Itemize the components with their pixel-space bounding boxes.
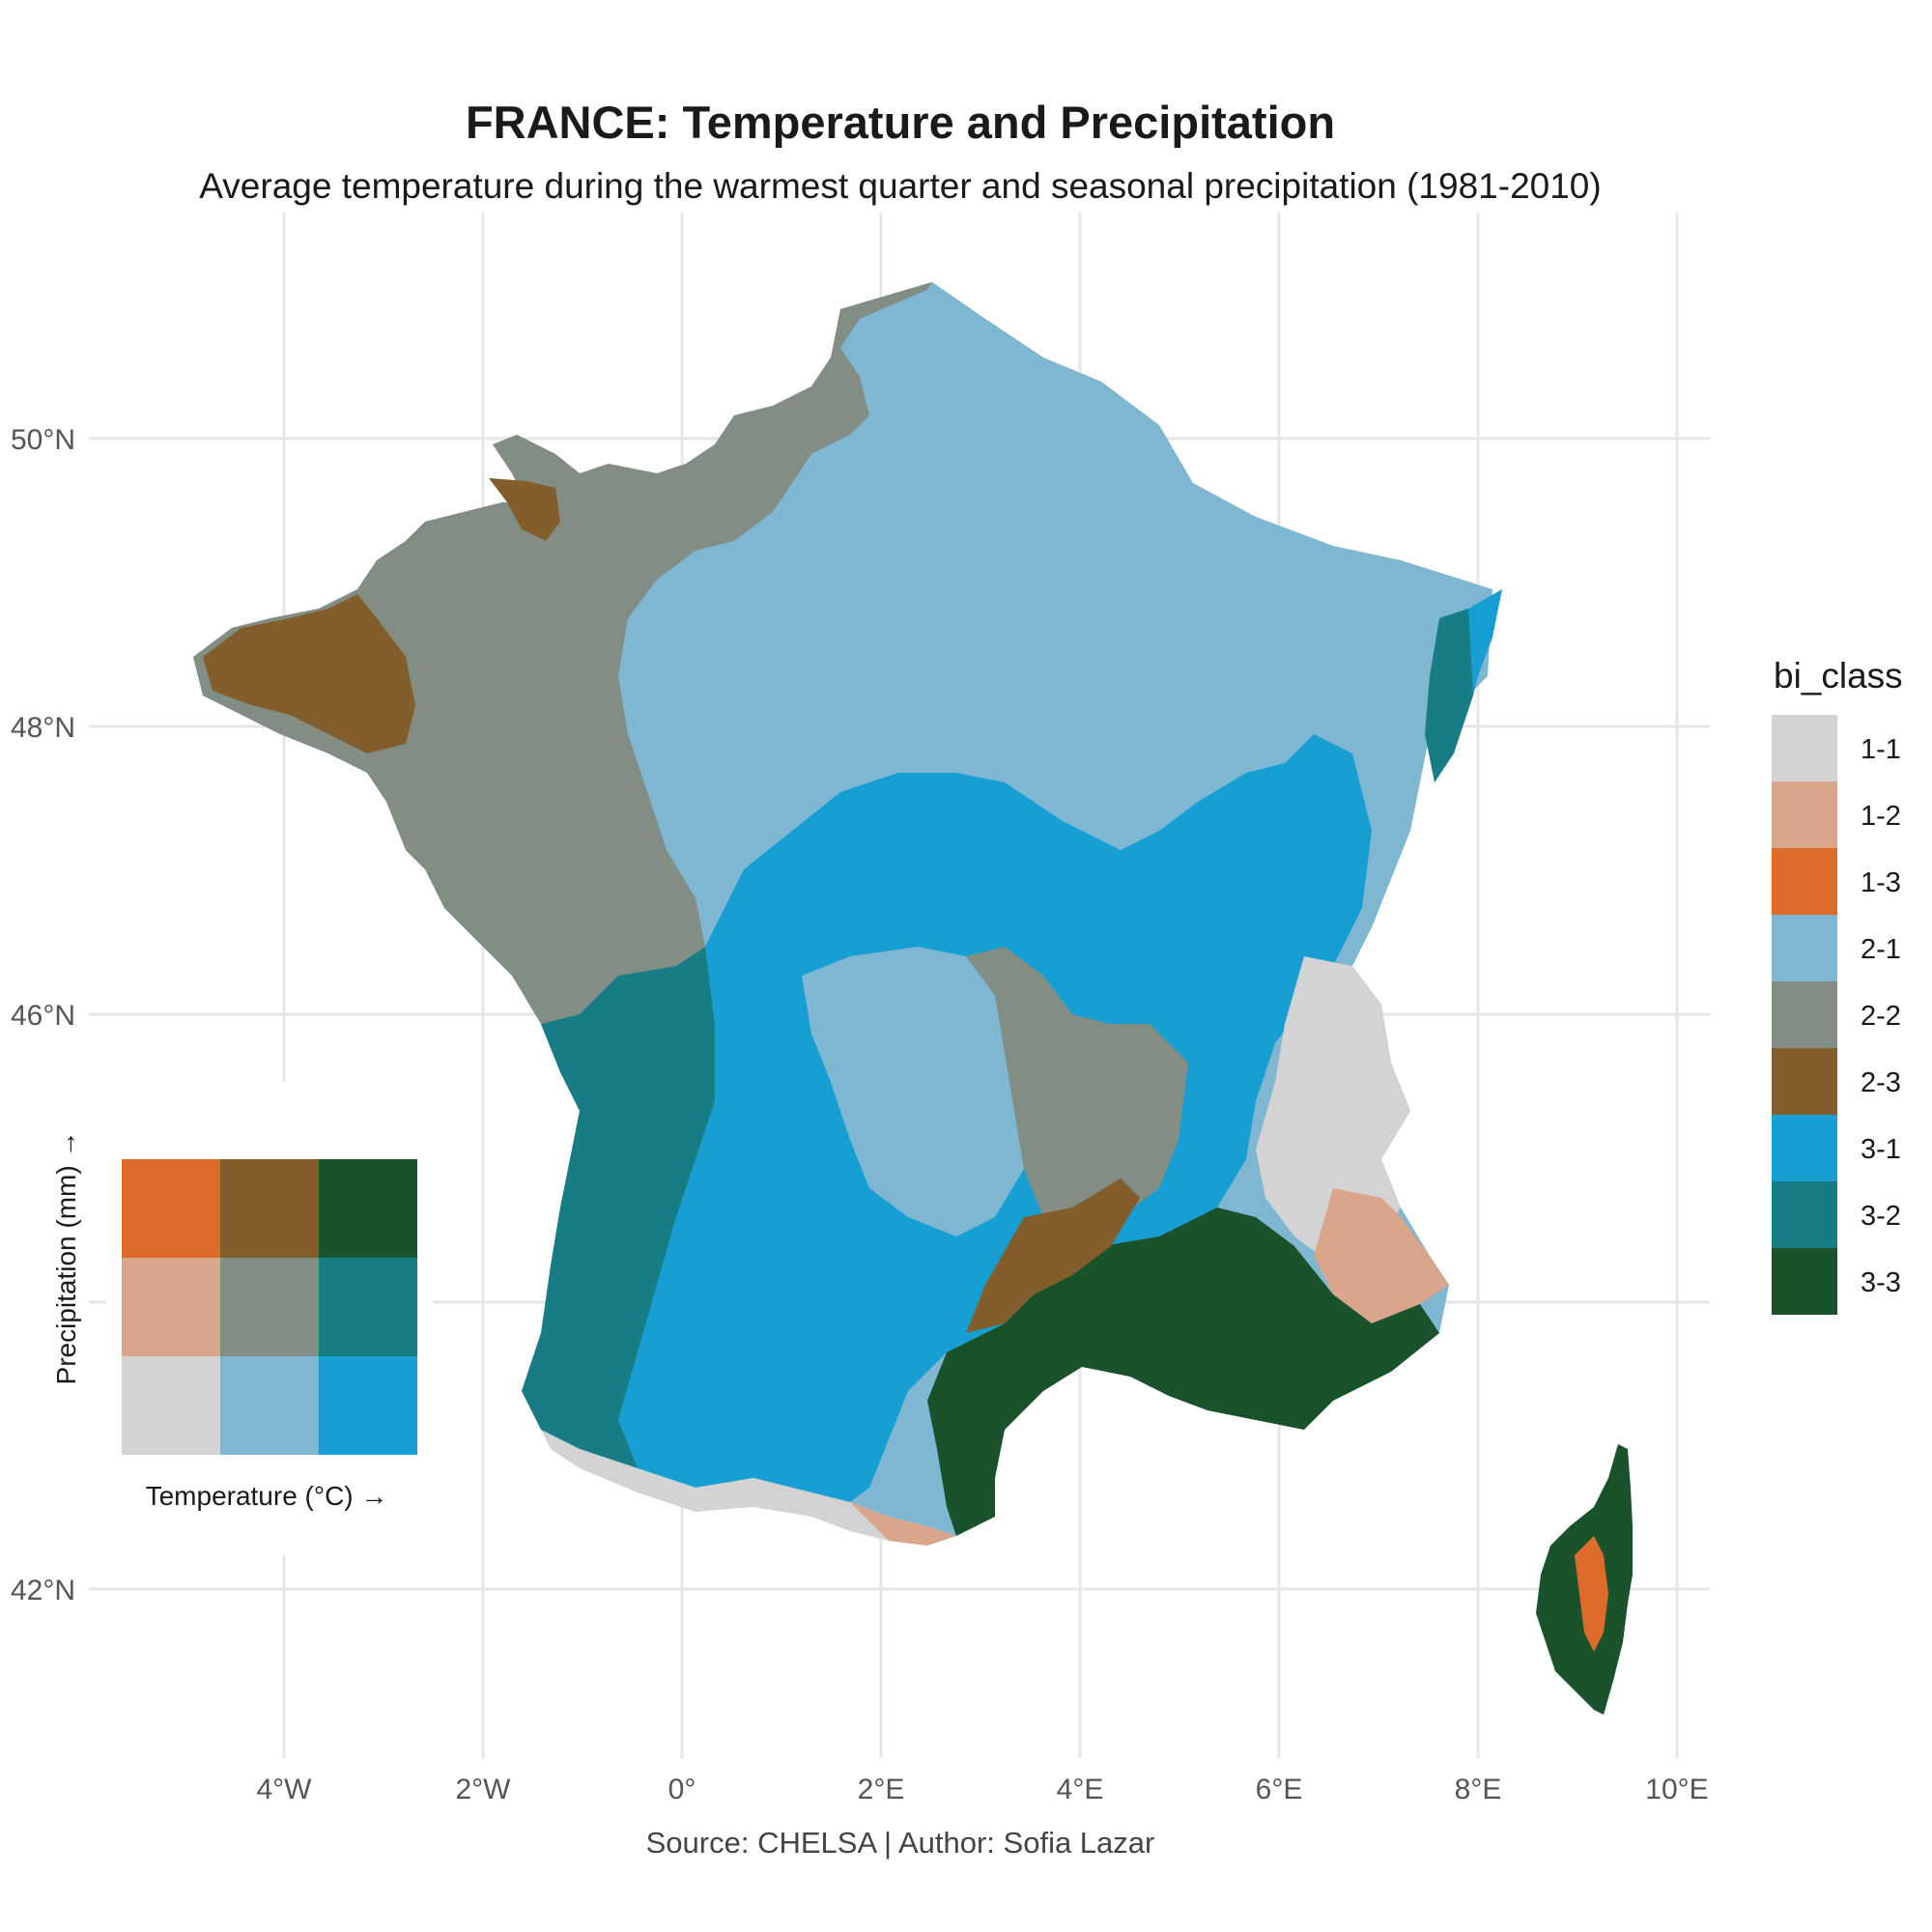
key-cell-2-1 [220,1356,319,1455]
y-tick-label: 42°N [11,1575,75,1606]
atlantic-coast-zone [512,947,715,1468]
key-cell-3-1 [319,1356,417,1455]
key-cell-3-2 [319,1258,417,1356]
key-cell-1-2 [122,1258,220,1356]
legend-swatch-1-3 [1772,848,1837,915]
x-tick-label: 10°E [1645,1774,1708,1805]
alsace-edge-zone [1468,589,1502,696]
x-tick-label: 6°E [1256,1774,1303,1805]
source-caption: Source: CHELSA | Author: Sofia Lazar [646,1826,1155,1860]
cotentin-zone [489,478,560,541]
pyrenees-east-zone [850,1502,956,1546]
key-cell-2-3 [220,1159,319,1258]
alps-zone [1256,956,1410,1265]
key-y-label: Precipitation (mm) → [51,1131,81,1385]
legend-label-2-1: 2-1 [1861,934,1901,965]
key-x-label: Temperature (°C) → [146,1481,388,1511]
legend-label-3-3: 3-3 [1861,1267,1901,1298]
rhone-valley-zone [966,947,1188,1227]
x-tick-label: 4°E [1057,1774,1104,1805]
legend-swatch-2-2 [1772,981,1837,1048]
y-tick-label: 48°N [11,712,75,744]
legend-label-2-3: 2-3 [1861,1067,1901,1098]
x-tick-label: 2°E [858,1774,905,1805]
x-tick-label: 8°E [1455,1774,1502,1805]
key-cell-1-1 [122,1356,220,1455]
legend-items: 1-1 1-2 1-3 2-1 2-2 2-3 3-1 3-2 3-3 [1772,715,1901,1315]
legend-swatch-3-2 [1772,1181,1837,1248]
brittany-normandy-zone [193,282,932,1024]
mediterranean-zone [927,1208,1439,1536]
legend-title: bi_class [1774,656,1903,696]
chart-title: FRANCE: Temperature and Precipitation [466,97,1335,148]
key-cell-1-3 [122,1159,220,1258]
y-tick-label: 50°N [11,424,75,456]
legend-swatch-2-1 [1772,915,1837,981]
legend-label-1-3: 1-3 [1861,867,1901,898]
legend-swatch-3-1 [1772,1115,1837,1181]
legend: bi_class 1-1 1-2 1-3 2-1 2-2 2-3 3-1 3-2 3-3 [1772,656,1903,1315]
x-tick-label: 0° [668,1774,696,1805]
legend-label-3-1: 3-1 [1861,1134,1901,1165]
key-cell-3-3 [319,1159,417,1258]
legend-swatch-1-2 [1772,781,1837,848]
legend-swatch-1-1 [1772,715,1837,781]
brittany-tip-zone [203,594,415,753]
legend-label-3-2: 3-2 [1861,1201,1901,1232]
x-tick-label: 2°W [456,1774,512,1805]
key-grid [122,1159,417,1455]
legend-swatch-2-3 [1772,1048,1837,1115]
france-map [193,282,1633,1715]
bivariate-key: Temperature (°C) → Precipitation (mm) → [51,1082,433,1555]
y-tick-label: 46°N [11,1000,75,1032]
legend-label-1-2: 1-2 [1861,801,1901,832]
x-tick-label: 4°W [257,1774,313,1805]
legend-swatch-3-3 [1772,1248,1837,1315]
legend-label-2-2: 2-2 [1861,1001,1901,1032]
pyrenees-zone [541,1430,947,1546]
key-cell-2-2 [220,1258,319,1356]
legend-label-1-1: 1-1 [1861,734,1901,765]
alps-south-zone [1314,1188,1449,1323]
corsica-mountains [1575,1536,1608,1652]
massif-central-zone [802,947,1024,1236]
chart-subtitle: Average temperature during the warmest q… [199,166,1601,206]
cevennes-zone [966,1179,1140,1333]
